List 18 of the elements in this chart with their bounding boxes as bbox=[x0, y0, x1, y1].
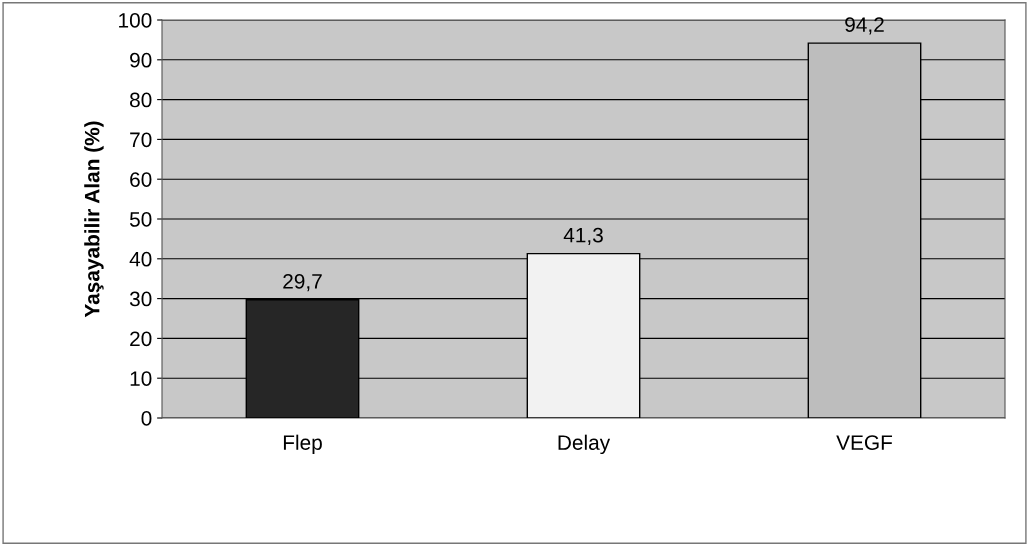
y-tick-label: 10 bbox=[130, 371, 152, 386]
y-tick-label: 70 bbox=[130, 132, 152, 148]
y-tick-label: 80 bbox=[130, 92, 152, 108]
y-tick-label: 40 bbox=[129, 251, 152, 267]
data-label: 94,2 bbox=[845, 17, 884, 35]
x-tick-label: VEGF bbox=[836, 435, 893, 450]
data-label: 29,7 bbox=[283, 273, 322, 292]
y-tick-label: 50 bbox=[129, 212, 152, 227]
y-tick-label: 0 bbox=[141, 411, 152, 426]
x-tick-label: Flep bbox=[283, 434, 322, 455]
y-tick-label: 60 bbox=[130, 172, 152, 187]
y-tick-label: 90 bbox=[130, 52, 152, 68]
data-label: 41,3 bbox=[563, 227, 603, 246]
x-tick-label: Delay bbox=[558, 434, 611, 455]
y-tick-label: 100 bbox=[119, 13, 152, 28]
y-tick-label: 30 bbox=[129, 291, 152, 307]
y-tick-label: 20 bbox=[130, 331, 152, 347]
y-axis-title: Yaşayabilir Alan (%) bbox=[84, 121, 104, 318]
